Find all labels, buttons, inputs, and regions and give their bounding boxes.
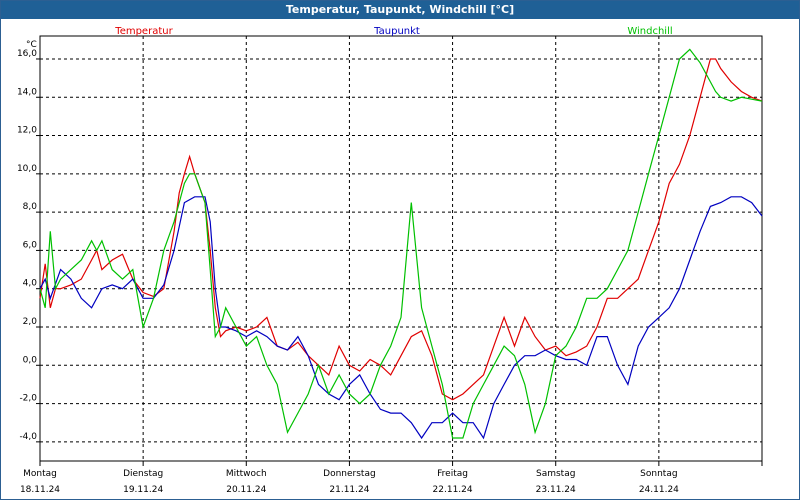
series-line-taupunkt	[39, 196, 763, 440]
y-tick-label: 8,0	[23, 202, 38, 212]
y-tick-label: 16,0	[17, 49, 37, 59]
y-tick-label: 0,0	[23, 355, 38, 365]
x-tick-date: 18.11.24	[20, 485, 60, 495]
x-tick-day: Freitag	[437, 469, 468, 479]
x-tick-day: Samstag	[536, 469, 575, 479]
legend-windchill: Windchill	[627, 26, 672, 37]
x-tick-date: 20.11.24	[226, 485, 266, 495]
series-line-windchill	[39, 48, 763, 439]
x-tick-day: Mittwoch	[226, 469, 267, 479]
y-tick-label: -2,0	[19, 394, 37, 404]
y-tick-label: 2,0	[23, 317, 38, 327]
y-axis-label: °C	[26, 40, 37, 50]
y-tick-label: 4,0	[23, 279, 38, 289]
y-tick-label: 10,0	[17, 164, 37, 174]
x-tick-day: Montag	[23, 469, 57, 479]
chart-title: Temperatur, Taupunkt, Windchill [°C]	[1, 1, 799, 19]
x-tick-date: 21.11.24	[329, 485, 369, 495]
x-tick-date: 23.11.24	[536, 485, 576, 495]
legend-taupunkt: Taupunkt	[373, 26, 420, 37]
x-tick-day: Sonntag	[640, 469, 677, 479]
series-group	[39, 48, 763, 440]
y-tick-label: -4,0	[19, 432, 37, 442]
legend-temperatur: Temperatur	[114, 26, 173, 37]
x-tick-date: 19.11.24	[123, 485, 163, 495]
y-tick-label: 6,0	[23, 240, 38, 250]
y-tick-label: 12,0	[17, 126, 37, 136]
grid	[40, 36, 762, 461]
x-axis-ticks: Montag 18.11.24 Dienstag 19.11.24 Mittwoch 20…	[20, 461, 763, 495]
y-tick-label: 14,0	[17, 87, 37, 97]
x-tick-day: Dienstag	[123, 469, 163, 479]
x-tick-date: 24.11.24	[639, 485, 679, 495]
x-tick-date: 22.11.24	[433, 485, 473, 495]
plot-area	[39, 35, 763, 462]
series-line-temperatur	[39, 58, 763, 401]
x-tick-day: Donnerstag	[323, 469, 376, 479]
y-axis-ticks: -4,0 -2,0 0,0 2,0 4,0 6,0 8,0 10,0 12,0 14,0 16,0	[17, 49, 40, 443]
